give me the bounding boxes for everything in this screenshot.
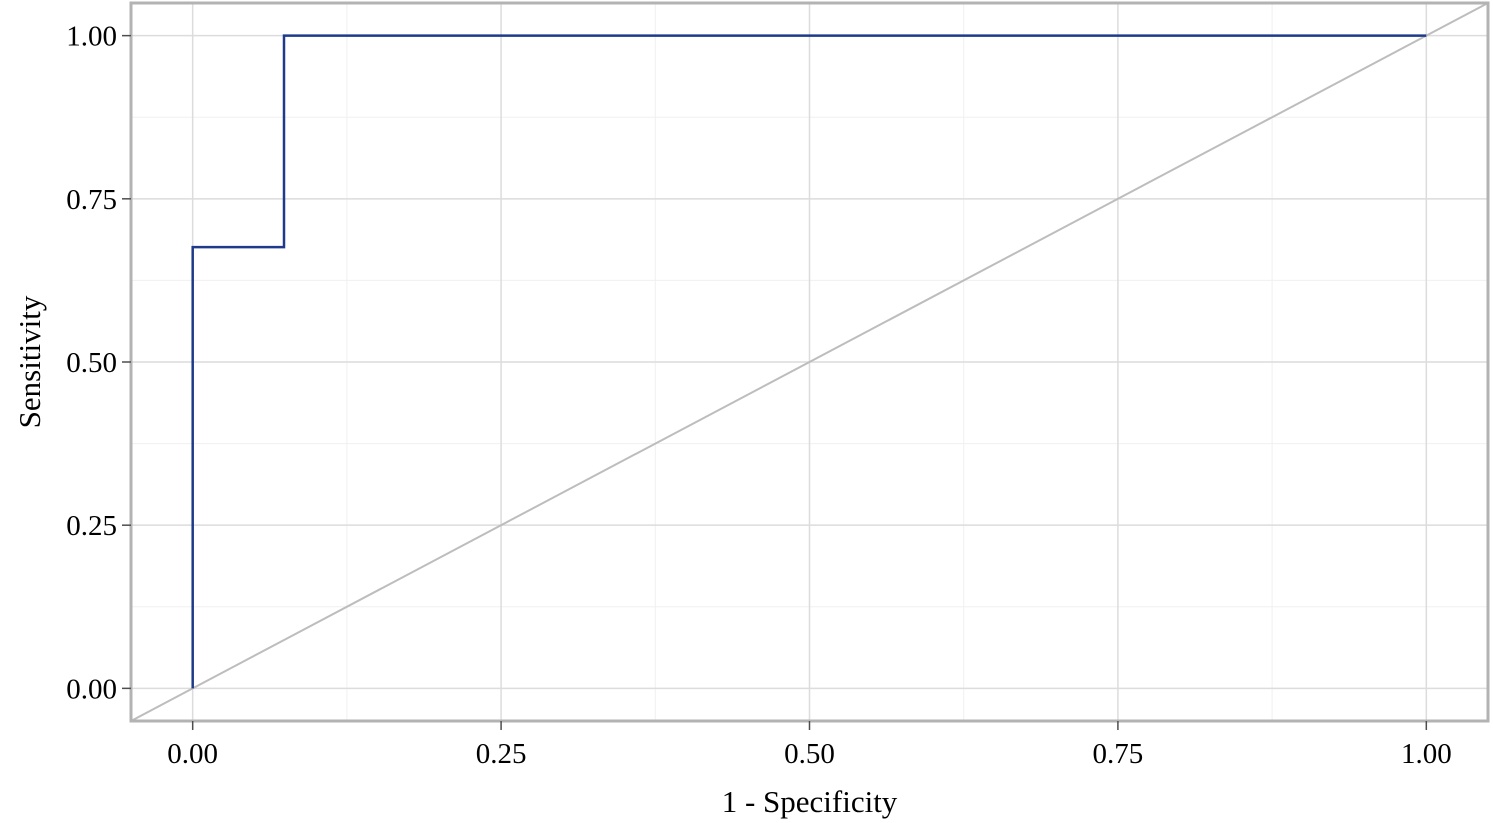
x-tick-label: 0.00 xyxy=(167,738,218,770)
y-tick-label: 0.25 xyxy=(66,510,117,542)
axis-ticks: 0.00 0.25 0.50 0.75 1.00 0.00 0.25 0.50 0.75 1.00 xyxy=(66,21,1451,770)
x-axis-title: 1 - Specificity xyxy=(722,784,898,819)
x-tick-label: 1.00 xyxy=(1401,738,1452,770)
series-layer xyxy=(131,3,1488,721)
roc-curve-line xyxy=(191,34,1427,689)
y-tick-label: 0.50 xyxy=(66,347,117,379)
reference-diagonal-line xyxy=(131,3,1488,721)
x-tick-label: 0.75 xyxy=(1093,738,1144,770)
x-tick-label: 0.25 xyxy=(476,738,527,770)
x-tick-label: 0.50 xyxy=(784,738,835,770)
y-tick-label: 1.00 xyxy=(66,21,117,53)
y-tick-label: 0.75 xyxy=(66,184,117,216)
y-axis-title: Sensitivity xyxy=(12,295,47,428)
y-tick-label: 0.00 xyxy=(66,673,117,705)
